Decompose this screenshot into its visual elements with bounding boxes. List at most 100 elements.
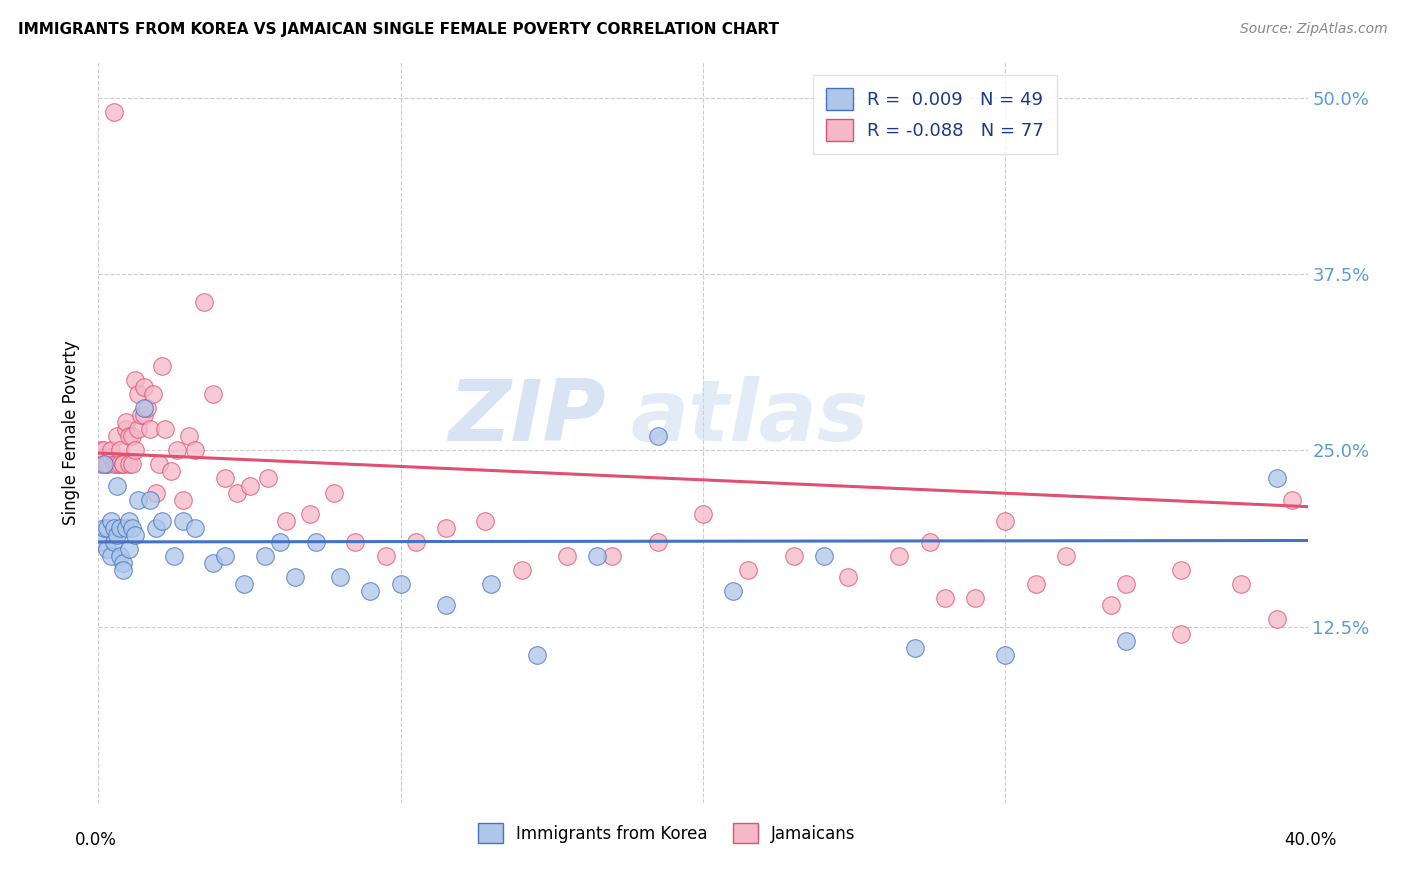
Point xyxy=(121,521,143,535)
Point xyxy=(153,422,176,436)
Point xyxy=(837,570,859,584)
Text: 40.0%: 40.0% xyxy=(1284,831,1337,849)
Text: 0.0%: 0.0% xyxy=(75,831,117,849)
Point xyxy=(184,521,207,535)
Point xyxy=(96,458,118,472)
Point xyxy=(111,563,134,577)
Point xyxy=(132,401,155,415)
Point xyxy=(723,584,745,599)
Point xyxy=(737,563,759,577)
Point xyxy=(160,464,183,478)
Point xyxy=(108,458,131,472)
Point xyxy=(172,514,194,528)
Point xyxy=(121,458,143,472)
Point xyxy=(1170,563,1192,577)
Legend: Immigrants from Korea, Jamaicans: Immigrants from Korea, Jamaicans xyxy=(471,816,862,850)
Point xyxy=(166,443,188,458)
Point xyxy=(132,380,155,394)
Point xyxy=(602,549,624,563)
Point xyxy=(1115,577,1137,591)
Point xyxy=(163,549,186,563)
Text: IMMIGRANTS FROM KOREA VS JAMAICAN SINGLE FEMALE POVERTY CORRELATION CHART: IMMIGRANTS FROM KOREA VS JAMAICAN SINGLE… xyxy=(18,22,779,37)
Point xyxy=(1267,471,1289,485)
Point xyxy=(145,485,167,500)
Point xyxy=(150,514,173,528)
Point xyxy=(179,429,201,443)
Point xyxy=(299,507,322,521)
Point xyxy=(1054,549,1077,563)
Point xyxy=(96,458,118,472)
Point xyxy=(239,478,262,492)
Point xyxy=(103,104,125,119)
Point xyxy=(214,549,236,563)
Y-axis label: Single Female Poverty: Single Female Poverty xyxy=(62,341,80,524)
Point xyxy=(114,422,136,436)
Point xyxy=(111,458,134,472)
Point xyxy=(108,521,131,535)
Point xyxy=(103,458,125,472)
Point xyxy=(100,549,122,563)
Text: ZIP: ZIP xyxy=(449,376,606,459)
Point xyxy=(145,521,167,535)
Point xyxy=(111,458,134,472)
Point xyxy=(474,514,496,528)
Point xyxy=(202,556,225,570)
Point xyxy=(360,584,382,599)
Point xyxy=(214,471,236,485)
Point xyxy=(1281,492,1303,507)
Point xyxy=(129,408,152,422)
Point xyxy=(93,450,115,465)
Point xyxy=(105,458,128,472)
Point xyxy=(405,535,427,549)
Point xyxy=(100,450,122,465)
Point xyxy=(284,570,307,584)
Point xyxy=(93,521,115,535)
Point xyxy=(121,429,143,443)
Point xyxy=(114,521,136,535)
Point xyxy=(374,549,396,563)
Point xyxy=(783,549,806,563)
Point xyxy=(124,443,146,458)
Point xyxy=(118,514,141,528)
Point xyxy=(253,549,276,563)
Text: atlas: atlas xyxy=(630,376,869,459)
Point xyxy=(904,640,927,655)
Point xyxy=(994,648,1017,662)
Point xyxy=(172,492,194,507)
Point xyxy=(965,591,987,606)
Point xyxy=(481,577,503,591)
Point xyxy=(274,514,297,528)
Point xyxy=(555,549,578,563)
Point xyxy=(90,535,112,549)
Point xyxy=(1170,626,1192,640)
Point xyxy=(647,429,669,443)
Point xyxy=(124,528,146,542)
Point xyxy=(118,541,141,556)
Point xyxy=(226,485,249,500)
Point xyxy=(96,521,118,535)
Point xyxy=(127,422,149,436)
Point xyxy=(1230,577,1253,591)
Point xyxy=(93,458,115,472)
Point xyxy=(118,429,141,443)
Point xyxy=(90,458,112,472)
Point xyxy=(889,549,911,563)
Point xyxy=(344,535,367,549)
Text: Source: ZipAtlas.com: Source: ZipAtlas.com xyxy=(1240,22,1388,37)
Point xyxy=(692,507,714,521)
Point xyxy=(93,443,115,458)
Point xyxy=(526,648,548,662)
Point xyxy=(105,429,128,443)
Point xyxy=(127,387,149,401)
Point xyxy=(647,535,669,549)
Point xyxy=(108,549,131,563)
Point xyxy=(232,577,254,591)
Point xyxy=(108,443,131,458)
Point xyxy=(389,577,412,591)
Point xyxy=(105,528,128,542)
Point xyxy=(103,521,125,535)
Point xyxy=(100,514,122,528)
Point xyxy=(127,492,149,507)
Point xyxy=(105,478,128,492)
Point xyxy=(1024,577,1046,591)
